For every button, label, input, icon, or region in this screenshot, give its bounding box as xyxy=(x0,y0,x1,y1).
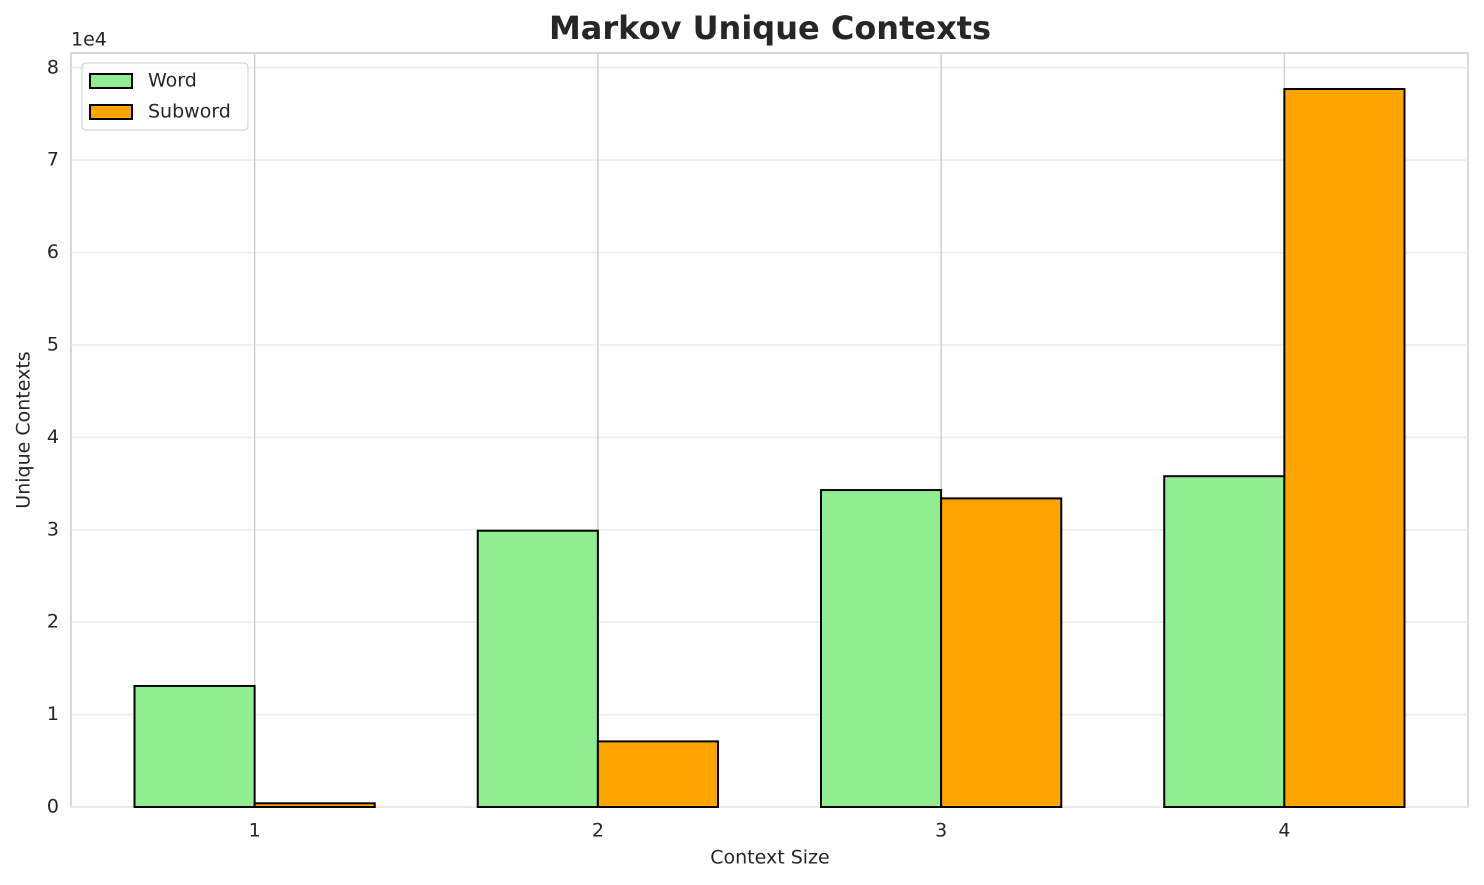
y-tick-label: 4 xyxy=(47,426,59,448)
y-tick-label: 5 xyxy=(47,333,59,355)
x-tick-label: 3 xyxy=(935,820,947,842)
y-tick-label: 8 xyxy=(47,56,59,78)
bar xyxy=(476,529,599,808)
bar xyxy=(596,740,720,808)
bar xyxy=(133,684,256,808)
y-tick-label: 1 xyxy=(47,703,59,725)
x-tick-label: 1 xyxy=(249,820,261,842)
bar xyxy=(819,489,943,808)
bar xyxy=(253,802,376,808)
chart-title: Markov Unique Contexts xyxy=(549,9,991,47)
y-tick-label: 2 xyxy=(47,611,59,633)
x-tick-label: 4 xyxy=(1278,820,1290,842)
y-tick-label: 7 xyxy=(47,149,59,171)
legend-label: Word xyxy=(148,70,197,92)
bar xyxy=(1163,475,1286,808)
x-axis-label: Context Size xyxy=(710,847,829,869)
y-tick-label: 6 xyxy=(47,241,59,263)
y-tick-label: 3 xyxy=(47,518,59,540)
legend-swatch xyxy=(89,104,133,120)
x-tick-label: 2 xyxy=(592,820,604,842)
bar xyxy=(940,497,1063,808)
y-offset-label: 1e4 xyxy=(71,29,107,51)
legend-label: Subword xyxy=(148,101,231,123)
y-tick-label: 0 xyxy=(47,796,59,818)
bar xyxy=(1283,88,1406,809)
legend-swatch xyxy=(89,73,133,89)
y-axis-label: Unique Contexts xyxy=(13,351,35,508)
